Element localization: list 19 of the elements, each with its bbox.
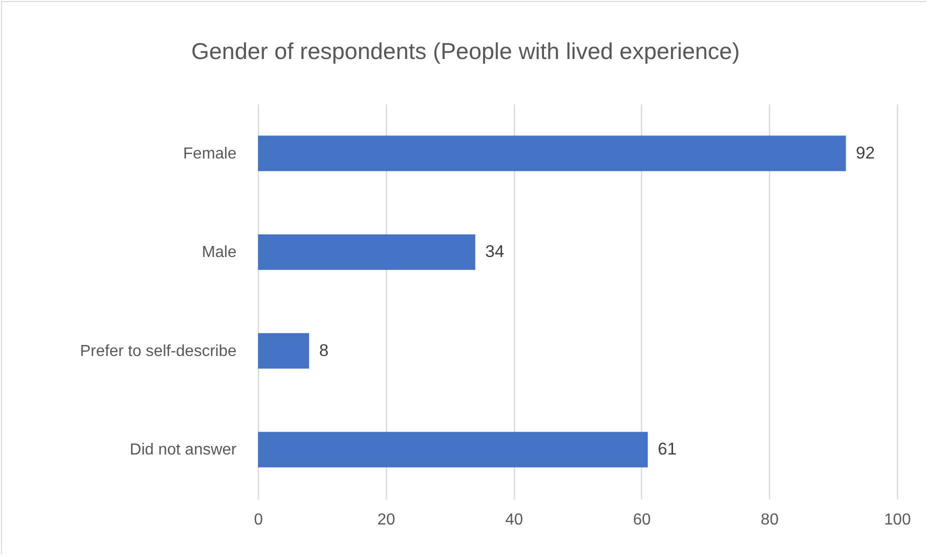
x-tick-label: 20 — [377, 512, 396, 528]
x-tick-label: 80 — [760, 512, 779, 528]
bar — [258, 234, 476, 270]
data-label: 34 — [485, 242, 504, 262]
y-tick-label: Male — [202, 244, 237, 262]
data-label: 8 — [319, 340, 329, 360]
data-label: 92 — [856, 143, 875, 162]
y-tick-label: Female — [183, 145, 237, 162]
y-tick-label: Did not answer — [130, 442, 238, 459]
bar — [258, 333, 310, 369]
x-tick-label: 100 — [884, 512, 911, 528]
bar — [258, 432, 648, 468]
chart-title: Gender of respondents (People with lived experience) — [191, 38, 740, 64]
data-label: 61 — [658, 440, 677, 459]
bar — [258, 136, 846, 172]
x-tick-label: 60 — [633, 512, 651, 528]
x-tick-label: 40 — [505, 512, 524, 528]
x-tick-label: 0 — [254, 512, 264, 528]
y-tick-label: Prefer to self-describe — [80, 342, 237, 360]
